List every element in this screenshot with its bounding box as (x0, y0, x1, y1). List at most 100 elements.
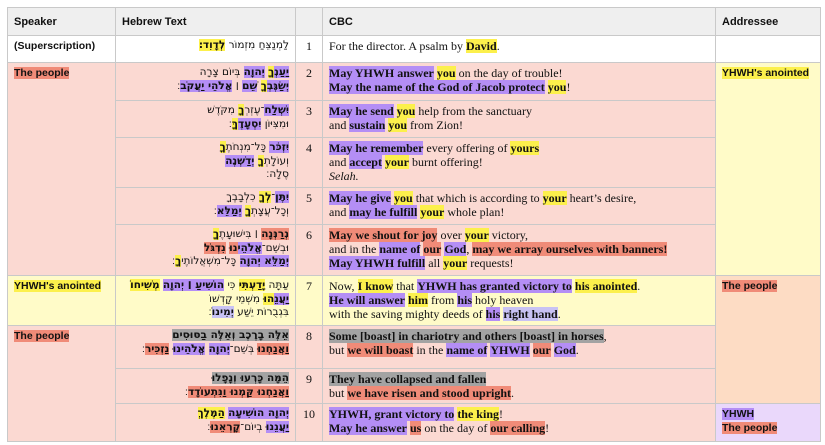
highlighted-text: ךָ (260, 79, 267, 92)
highlighted-text: יְהוָה (208, 342, 230, 355)
highlighted-text: yours (510, 141, 540, 155)
text-line: וַאֲנַחְנוּ קַּמְנוּ וַנִּתְעוֹדָד׃ (122, 385, 289, 400)
highlighted-text: I know (357, 279, 394, 293)
hebrew-cell: אֵלֶּה בָרֶכֶב וְאֵלֶּה בַסּוּסִים וַאֲנַ… (115, 325, 296, 369)
text-segment: סֶלָה׃ (266, 168, 289, 180)
verse-row: נְרַנְּנָה ׀ בִּישׁוּעָתֶךָ וּבְשֵׁם־אֱלֹ… (8, 224, 821, 276)
highlighted-text: us (410, 421, 422, 435)
verse-number: 8 (295, 325, 323, 369)
text-segment: ׃ (141, 342, 145, 355)
addressee-cell: YHWH The people (715, 403, 821, 442)
text-segment: כִּי (224, 279, 239, 291)
highlighted-text: ךָ (244, 204, 252, 217)
addressee-label: YHWH (722, 407, 814, 421)
text-line: וְכָל־עֲצָתְךָ יְמַלֵּא׃ (122, 204, 289, 219)
highlighted-text: ךָ (175, 255, 182, 267)
translation-cell: Now, I know that YHWH has granted victor… (322, 275, 716, 326)
text-segment: with the saving mighty deeds of (329, 307, 486, 321)
highlighted-text: נְרַנְּנָה (261, 228, 289, 240)
text-line: יִזְכֹּר כָּל־מִנְחֹתֶךָ (122, 141, 289, 155)
highlighted-text: He will answer (329, 293, 405, 307)
text-line: but we have risen and stood upright. (329, 386, 709, 400)
verse-number: 4 (295, 137, 323, 188)
highlighted-text: הוּ (263, 292, 275, 305)
header-cell (295, 7, 323, 36)
text-segment: בְּשֵׁם־ (229, 342, 258, 355)
text-line: הֵמָּה כָּרְעוּ וְנָפָלוּ (122, 372, 289, 386)
addressee-highlight: YHWH's anointed (722, 67, 810, 79)
highlighted-text: יְמִינוֹ (211, 306, 234, 318)
highlighted-text: Selah. (329, 169, 359, 183)
highlighted-text: יַעַנְ (274, 66, 289, 78)
translation-cell: May we shout for joy over your victory, a… (322, 224, 716, 276)
highlighted-text: your (464, 228, 489, 242)
highlighted-text: הוֹשִׁיעַ ׀ יְהוָה (162, 279, 225, 291)
text-segment: ׃ (172, 255, 176, 267)
highlighted-text: accept (349, 155, 382, 169)
translation-cell: Some [boast] in chariotry and others [bo… (322, 325, 716, 369)
hebrew-cell: יִשְׁלַח־עֶזְרְךָ מִקֹּדֶשׁ וּמִצִּיּוֹן … (115, 100, 296, 138)
highlighted-text: name of (379, 242, 421, 256)
highlighted-text: name of (446, 343, 488, 357)
highlighted-text: יְשַׂגֶּבְ (266, 79, 289, 92)
highlighted-text: יִשְׁלַח (264, 104, 289, 116)
text-segment: בִּגְבֻרוֹת יֵשַׁע (233, 306, 289, 318)
highlighted-text: we will boast (347, 343, 414, 357)
translation-cell: May YHWH answer you on the day of troubl… (322, 62, 716, 101)
highlighted-text: מְשִׁיחוֹ (130, 279, 160, 291)
speaker-cell: (Superscription) (7, 35, 116, 63)
text-line: and in the name of our God, may we array… (329, 242, 709, 256)
verse-number: 5 (295, 187, 323, 225)
text-line: YHWH, grant victory to the king! (329, 407, 709, 421)
text-segment: from (428, 293, 458, 307)
highlighted-text: your (542, 191, 567, 205)
text-segment: heart’s desire, (566, 191, 637, 205)
verse-number: 9 (295, 368, 323, 404)
text-segment: כִלְבָבֶךָ (226, 191, 259, 203)
text-segment: מִקֹּדֶשׁ (207, 104, 239, 116)
highlighted-text: ךָ (238, 104, 245, 116)
verse-row: YHWH's anointed עַתָּה יָדַעְתִּי כִּי הו… (7, 275, 821, 404)
highlighted-text: God (444, 242, 467, 256)
translation-cell: May he remember every offering of yours a… (322, 137, 716, 188)
header-cell: Hebrew Text (115, 7, 296, 36)
speaker-label: The people (14, 330, 70, 342)
text-segment: that (393, 279, 418, 293)
highlighted-text: may we array ourselves with banners! (472, 242, 668, 256)
highlighted-text: אֱלֹהֵי (237, 241, 262, 254)
text-line: יַעֲנֵנוּ בְיוֹם־קָרְאֵנוּ׃ (122, 420, 289, 435)
header-cell: Addressee (715, 7, 821, 36)
text-segment: that which is according to (412, 191, 543, 205)
highlighted-text: right hand (503, 307, 558, 321)
text-line: May YHWH answer you on the day of troubl… (329, 66, 709, 80)
translation-cell: May he give you that which is according … (322, 187, 716, 225)
text-segment: ׃ (207, 420, 211, 433)
text-segment: , (466, 242, 473, 256)
highlighted-text: May the name of the God of Jacob protect (329, 80, 545, 94)
text-line: נְרַנְּנָה ׀ בִּישׁוּעָתֶךָ (122, 228, 289, 242)
verse-number: 1 (295, 35, 323, 63)
verse-number: 3 (295, 100, 323, 138)
table-body: (Superscription) לַמְנַצֵּחַ מִזְמוֹר לְד… (7, 35, 821, 442)
text-line: and accept your burnt offering! (329, 155, 709, 169)
text-segment: כָּל־מִנְחֹתֶ (225, 141, 270, 153)
verse-row: יִתֶּן־לְךָ כִלְבָבֶךָ וְכָל־עֲצָתְךָ יְמ… (8, 187, 821, 225)
highlighted-text: May YHWH fulfill (329, 256, 426, 270)
highlighted-text: לְדָוִד׃ (199, 39, 226, 51)
speaker-label: (Superscription) (14, 40, 96, 52)
text-line: Now, I know that YHWH has granted victor… (329, 279, 709, 293)
highlighted-text: יַעֲנֵנוּ (265, 420, 289, 433)
text-line: יְהוָה הוֹשִׁיעָה הַמֶּלֶךְ (122, 407, 289, 421)
text-segment: ׀ בִּישׁוּעָתֶ (219, 228, 262, 240)
text-segment: but (329, 343, 348, 357)
highlighted-text: יָדַעְתִּי (238, 279, 266, 291)
psalm-table: Speaker Hebrew Text CBC Addressee (Super… (7, 7, 821, 442)
verse-row: יְהוָה הוֹשִׁיעָה הַמֶּלֶךְ יַעֲנֵנוּ בְי… (8, 403, 821, 442)
text-line: May he give you that which is according … (329, 191, 709, 205)
text-segment: holy heaven (472, 293, 534, 307)
speaker-label: YHWH's anointed (14, 280, 102, 292)
header-cell: Speaker (7, 7, 116, 36)
speaker-cell: The people (7, 325, 116, 442)
text-line: וְעוֹלָתְךָ יְדַשְּׁנֶה (122, 154, 289, 169)
highlighted-text: ךָ (257, 154, 264, 167)
